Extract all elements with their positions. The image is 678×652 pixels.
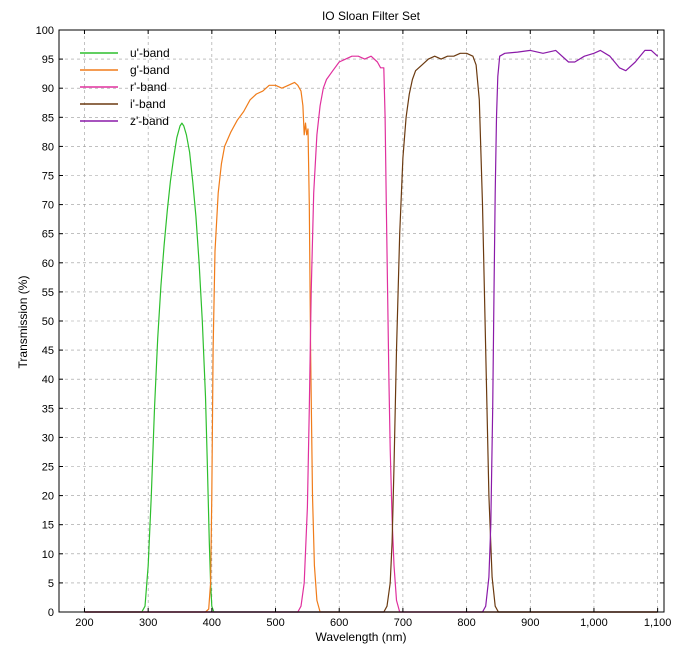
legend-label: z'-band [130, 114, 169, 128]
legend-label: g'-band [130, 63, 170, 77]
y-tick-label: 95 [42, 54, 54, 66]
y-tick-label: 0 [48, 607, 54, 619]
y-axis-label: Transmission (%) [16, 276, 30, 369]
legend-label: i'-band [130, 97, 166, 111]
x-tick-label: 1,100 [644, 617, 672, 629]
y-tick-label: 10 [42, 549, 54, 561]
y-tick-label: 60 [42, 258, 54, 270]
legend: u'-band g'-band r'-band i'-band z'-band [80, 46, 170, 128]
series-layer [84, 49, 659, 613]
x-axis-label: Wavelength (nm) [316, 630, 407, 644]
y-tick-label: 35 [42, 403, 54, 415]
y-tick-label: 40 [42, 374, 54, 386]
y-tick-label: 30 [42, 432, 54, 444]
y-tick-label: 50 [42, 316, 54, 328]
series-line-rband [84, 55, 658, 613]
y-tick-label: 20 [42, 491, 54, 503]
y-axis-ticks: 0 5 10 15 20 25 30 35 40 45 50 55 60 65 70 75 80 85 90 95 10… [36, 25, 664, 619]
x-tick-label: 900 [521, 617, 539, 629]
y-tick-label: 15 [42, 520, 54, 532]
y-tick-label: 65 [42, 229, 54, 241]
x-tick-label: 600 [330, 617, 348, 629]
legend-label: r'-band [130, 80, 167, 94]
x-tick-label: 200 [75, 617, 93, 629]
series-line-zband [84, 49, 659, 613]
chart-title: IO Sloan Filter Set [322, 9, 421, 23]
y-tick-label: 5 [48, 578, 54, 590]
x-tick-label: 500 [266, 617, 284, 629]
series-line-uband [84, 122, 658, 613]
y-tick-label: 85 [42, 112, 54, 124]
x-tick-label: 700 [394, 617, 412, 629]
x-tick-label: 400 [203, 617, 221, 629]
x-tick-label: 800 [457, 617, 475, 629]
y-tick-label: 25 [42, 462, 54, 474]
x-axis-ticks: 200 300 400 500 600 700 800 900 1,000 1,100 [75, 30, 671, 629]
y-tick-label: 90 [42, 83, 54, 95]
y-tick-label: 80 [42, 141, 54, 153]
y-tick-label: 55 [42, 287, 54, 299]
y-tick-label: 100 [36, 25, 54, 37]
y-tick-label: 45 [42, 345, 54, 357]
series-line-iband [84, 52, 658, 613]
x-tick-label: 1,000 [580, 617, 608, 629]
y-tick-label: 75 [42, 171, 54, 183]
series-line-gband [84, 81, 658, 613]
legend-label: u'-band [130, 46, 170, 60]
y-tick-label: 70 [42, 200, 54, 212]
x-tick-label: 300 [139, 617, 157, 629]
